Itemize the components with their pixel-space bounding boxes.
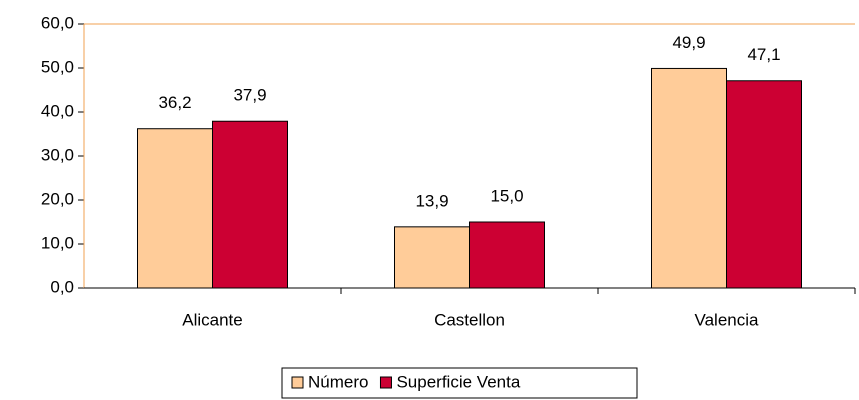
x-tick-label: Castellon: [434, 310, 505, 329]
bar: [394, 226, 470, 289]
value-label: 36,2: [158, 93, 191, 112]
legend-label: Número: [308, 372, 368, 391]
bar: [651, 67, 727, 289]
x-tick-label: Alicante: [182, 310, 242, 329]
value-label: 37,9: [233, 86, 266, 105]
bar: [137, 128, 213, 289]
legend-label: Superficie Venta: [396, 372, 520, 391]
y-tick-label: 40,0: [41, 101, 74, 120]
value-label: 47,1: [747, 45, 780, 64]
x-tick-label: Valencia: [695, 310, 759, 329]
y-tick-label: 30,0: [41, 145, 74, 164]
legend-box: [281, 367, 638, 399]
y-tick-label: 20,0: [41, 189, 74, 208]
value-label: 49,9: [672, 33, 705, 52]
value-label: 15,0: [490, 186, 523, 205]
y-tick-label: 10,0: [41, 233, 74, 252]
bar: [212, 120, 288, 289]
legend-swatch: [291, 376, 304, 389]
value-label: 13,9: [415, 191, 448, 210]
y-tick-label: 60,0: [41, 13, 74, 32]
legend-swatch: [379, 376, 392, 389]
bar: [726, 80, 802, 289]
y-tick-label: 50,0: [41, 57, 74, 76]
y-tick-label: 0,0: [50, 277, 74, 296]
bar: [469, 221, 545, 289]
